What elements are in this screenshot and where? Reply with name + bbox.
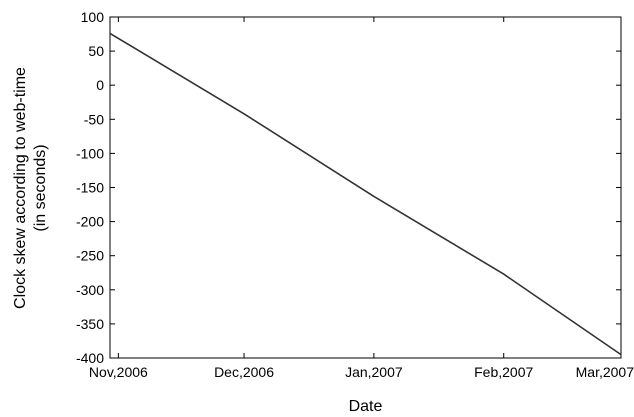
- x-tick-label: Dec,2006: [214, 364, 274, 380]
- plot-area: [109, 16, 622, 359]
- x-tick-label: Feb,2007: [474, 364, 533, 380]
- y-tick-label: -100: [76, 145, 104, 161]
- x-tick-label: Mar,2007: [576, 364, 634, 380]
- y-tick-label: -50: [84, 111, 104, 127]
- y-tick-label: 50: [88, 43, 104, 59]
- y-axis-label-line-1: Clock skew according to web-time: [12, 67, 29, 309]
- x-tick-label: Jan,2007: [345, 364, 403, 380]
- y-tick-label: -150: [76, 180, 104, 196]
- y-tick-label: -300: [76, 282, 104, 298]
- y-axis-ticks: 100 50 0 -50 -100 -150 -200 -250 -300 -350 -400: [76, 9, 621, 366]
- y-tick-label: 100: [81, 9, 105, 25]
- x-axis-ticks: Nov,2006 Dec,2006 Jan,2007 Feb,2007 Mar,2007: [89, 17, 634, 380]
- x-tick-label: Nov,2006: [89, 364, 148, 380]
- y-axis-label-line-2: (in seconds): [32, 144, 49, 231]
- y-tick-label: -350: [76, 316, 104, 332]
- y-axis-label-group: Clock skew according to web-time (in sec…: [12, 67, 49, 309]
- series-line: [109, 32, 622, 356]
- y-tick-label: -400: [76, 350, 104, 366]
- y-tick-label: 0: [96, 77, 104, 93]
- data-series: [109, 32, 622, 356]
- x-axis-label: Date: [349, 398, 383, 415]
- y-tick-label: -200: [76, 214, 104, 230]
- y-tick-label: -250: [76, 248, 104, 264]
